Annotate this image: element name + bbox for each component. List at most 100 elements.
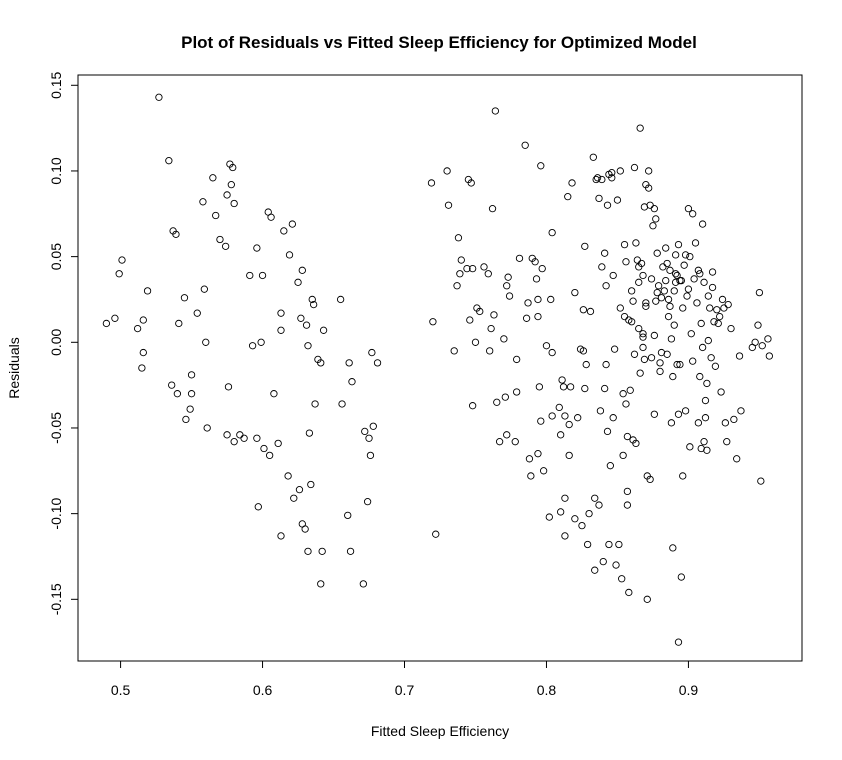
data-point xyxy=(662,244,670,252)
data-point xyxy=(625,588,633,597)
data-point xyxy=(620,240,629,249)
data-point xyxy=(294,278,302,286)
data-point xyxy=(260,444,268,453)
data-point xyxy=(571,288,579,297)
data-point xyxy=(636,124,644,132)
data-point xyxy=(637,259,646,268)
data-point xyxy=(133,324,142,333)
data-point xyxy=(663,350,671,358)
data-point xyxy=(616,167,624,175)
data-point xyxy=(595,501,603,509)
data-point xyxy=(338,400,346,408)
data-point xyxy=(701,414,710,422)
data-point xyxy=(598,263,606,271)
data-point xyxy=(623,432,632,441)
data-point xyxy=(608,174,616,182)
data-point xyxy=(336,295,345,304)
data-point xyxy=(561,494,569,502)
data-point xyxy=(698,343,707,352)
data-point xyxy=(672,251,680,259)
data-point xyxy=(307,480,315,489)
data-point xyxy=(301,525,309,533)
data-point xyxy=(504,273,512,281)
data-point xyxy=(199,198,207,206)
data-point xyxy=(288,220,297,228)
data-point xyxy=(673,360,681,369)
data-point xyxy=(581,242,589,251)
data-point xyxy=(603,201,612,209)
data-point xyxy=(581,384,589,393)
data-point xyxy=(764,335,772,343)
data-point xyxy=(200,285,209,293)
data-point xyxy=(318,547,326,555)
data-point xyxy=(254,503,262,511)
data-point xyxy=(248,342,257,350)
data-point xyxy=(505,292,514,300)
data-point xyxy=(654,282,663,290)
data-point xyxy=(609,271,617,280)
data-point xyxy=(630,350,639,358)
data-point xyxy=(666,302,674,310)
data-point xyxy=(561,532,569,540)
data-point xyxy=(366,451,375,460)
data-point xyxy=(471,338,480,346)
data-point xyxy=(619,390,627,398)
data-point xyxy=(605,540,613,549)
data-point xyxy=(681,251,690,259)
data-point xyxy=(595,194,603,203)
data-point xyxy=(596,407,605,415)
data-point xyxy=(230,438,238,446)
data-point xyxy=(622,258,630,266)
data-point xyxy=(593,174,602,182)
data-point xyxy=(669,372,677,381)
data-point xyxy=(559,383,568,391)
data-point xyxy=(118,256,126,264)
data-point xyxy=(542,342,551,350)
x-tick-label: 0.5 xyxy=(111,682,131,698)
data-point xyxy=(583,540,592,549)
data-point xyxy=(229,163,237,172)
data-point xyxy=(646,201,654,209)
data-point xyxy=(708,283,717,292)
data-point xyxy=(456,270,464,278)
data-point xyxy=(677,573,685,581)
data-point xyxy=(467,179,475,187)
data-point xyxy=(115,270,123,278)
data-point xyxy=(684,204,693,213)
data-point xyxy=(674,410,683,418)
data-point xyxy=(267,213,275,221)
data-point xyxy=(172,230,180,239)
data-point xyxy=(224,383,233,391)
data-point xyxy=(591,566,599,574)
data-point xyxy=(599,557,607,566)
y-axis-label: Residuals xyxy=(6,337,22,398)
data-point xyxy=(304,342,312,350)
data-point xyxy=(615,540,623,549)
data-point xyxy=(656,367,664,376)
data-point xyxy=(227,181,235,189)
data-point xyxy=(647,275,656,283)
data-point xyxy=(203,424,211,432)
data-point xyxy=(618,575,626,583)
data-point xyxy=(503,282,511,290)
data-point xyxy=(574,414,582,422)
data-point xyxy=(253,434,261,442)
data-point xyxy=(639,330,647,338)
data-point xyxy=(689,210,697,218)
data-point xyxy=(564,192,572,201)
data-point xyxy=(284,472,292,480)
data-point xyxy=(277,309,285,317)
data-point xyxy=(669,544,677,552)
data-point xyxy=(714,319,722,328)
data-point xyxy=(143,287,152,295)
data-point xyxy=(674,240,683,249)
data-point xyxy=(491,107,500,115)
y-axis: -0.15 -0.10 -0.05 0.00 0.05 0.10 0.15 xyxy=(48,71,79,615)
data-point xyxy=(629,297,637,305)
data-point xyxy=(165,157,173,165)
data-point xyxy=(586,307,595,316)
data-point xyxy=(608,169,616,177)
data-point xyxy=(689,357,697,365)
data-point xyxy=(674,638,683,646)
data-point xyxy=(488,204,497,213)
